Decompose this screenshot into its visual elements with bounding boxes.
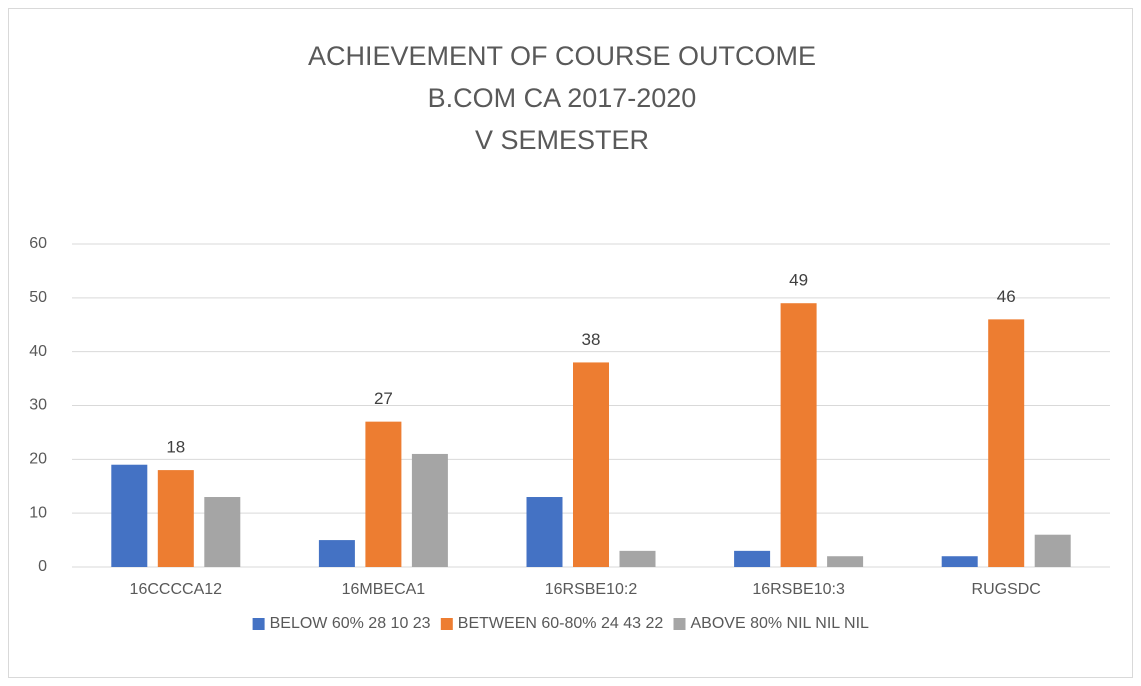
bar (827, 556, 864, 567)
y-tick-label: 50 (29, 289, 47, 306)
bar (318, 540, 355, 567)
data-label: 27 (374, 389, 393, 408)
chart-title: V SEMESTER (475, 125, 649, 155)
legend-swatch (440, 618, 453, 630)
bar (365, 421, 402, 567)
y-tick-label: 30 (29, 397, 47, 414)
bar (204, 497, 241, 567)
data-label: 46 (997, 287, 1016, 306)
x-tick-label: RUGSDC (972, 581, 1041, 598)
y-tick-label: 40 (29, 343, 47, 360)
bar (111, 464, 148, 567)
bar (734, 550, 771, 567)
bar (1034, 534, 1071, 567)
x-tick-label: 16MBECA1 (342, 581, 426, 598)
y-tick-label: 60 (29, 235, 47, 252)
legend-swatch (673, 618, 686, 630)
bar (619, 550, 656, 567)
x-tick-label: 16RSBE10:2 (545, 581, 638, 598)
legend-swatch (252, 618, 265, 630)
x-tick-label: 16RSBE10:3 (752, 581, 845, 598)
bar (941, 556, 978, 567)
bar (573, 362, 609, 567)
bar (411, 453, 448, 567)
chart-title: ACHIEVEMENT OF COURSE OUTCOME (308, 41, 816, 71)
bar (526, 497, 563, 567)
y-tick-label: 0 (38, 558, 47, 575)
data-label: 18 (166, 438, 185, 457)
legend-label: BETWEEN 60-80% 24 43 22 (458, 615, 664, 632)
data-label: 49 (789, 271, 808, 290)
legend-label: ABOVE 80% NIL NIL NIL (691, 615, 870, 632)
x-tick-label: 16CCCCA12 (130, 581, 223, 598)
y-tick-label: 20 (29, 451, 47, 468)
chart-title: B.COM CA 2017-2020 (428, 83, 697, 113)
bar (157, 470, 194, 567)
bar (988, 319, 1025, 567)
bar (780, 303, 817, 567)
y-tick-label: 10 (29, 504, 47, 521)
legend-label: BELOW 60% 28 10 23 (270, 615, 431, 632)
data-label: 38 (582, 330, 601, 349)
